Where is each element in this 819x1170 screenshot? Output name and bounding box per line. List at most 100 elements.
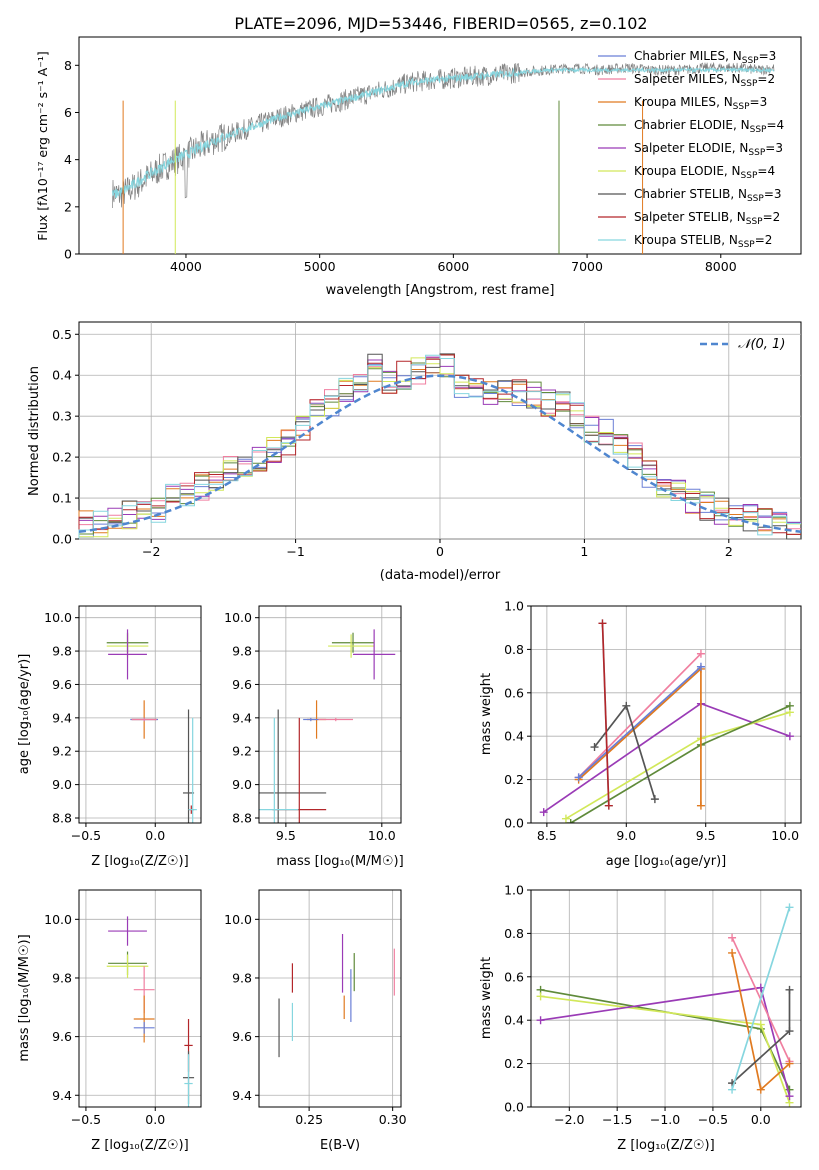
weight-marker	[536, 1016, 545, 1025]
y-tick-label: 10.0	[224, 912, 252, 927]
weight-vs-Z-ylabel: mass weight	[479, 957, 494, 1039]
age-vs-Z-ylabel: age [log₁₀(age/yr)]	[17, 654, 32, 775]
y-tick-label: 9.4	[52, 1088, 72, 1103]
weight-marker	[561, 814, 570, 823]
x-tick-label: 5000	[304, 259, 336, 274]
residual-legend: 𝒩(0, 1)	[700, 337, 785, 352]
weight-vs-Z-xlabel: Z [log₁₀(Z/Z☉)]	[617, 1138, 714, 1153]
weight-marker	[590, 743, 599, 752]
y-tick-label: 9.6	[52, 1029, 72, 1044]
weight-vs-age-xlabel: age [log₁₀(age/yr)]	[606, 854, 727, 869]
weight-marker	[785, 701, 794, 710]
weight-marker	[574, 773, 583, 782]
residual-xlabel: (data-model)/error	[380, 568, 501, 583]
legend-entry-label: Chabrier MILES	[634, 49, 725, 63]
y-tick-label: 6	[64, 105, 72, 120]
y-tick-label: 0.6	[504, 969, 524, 984]
y-tick-label: 0.3	[52, 409, 72, 424]
x-tick-label: 2	[725, 544, 733, 559]
legend-entry-nssp-sub: SSP	[742, 56, 759, 66]
y-tick-label: 0	[64, 247, 72, 262]
normal-curve	[78, 374, 802, 534]
age-vs-mass-xlabel: mass [log₁₀(M/M☉)]	[276, 854, 403, 869]
y-tick-label: 9.8	[52, 970, 72, 985]
x-tick-label: 0.0	[751, 1112, 771, 1127]
mass-vs-ebv-marks	[278, 933, 395, 1058]
legend-entry-nssp-sub: SSP	[738, 240, 755, 250]
legend-entry-nssp-prefix: , N	[730, 187, 747, 201]
weight-vs-Z-marks	[536, 903, 794, 1107]
x-tick-label: 9.5	[276, 828, 296, 843]
y-tick-label: 0.1	[52, 491, 72, 506]
figure-title: PLATE=2096, MJD=53446, FIBERID=0565, z=0…	[234, 14, 647, 33]
weight-marker	[696, 662, 705, 671]
y-tick-label: 1.0	[504, 883, 524, 898]
weight-line	[577, 653, 702, 778]
x-tick-label: 0.0	[145, 828, 165, 843]
model-spectrum-line	[111, 66, 775, 198]
x-tick-label: −2	[142, 544, 160, 559]
y-tick-label: 0.0	[504, 1100, 524, 1115]
y-tick-label: 9.0	[232, 777, 252, 792]
legend-entry-nssp-prefix: , N	[721, 233, 738, 247]
mass-vs-Z-ylabel: mass [log₁₀(M/M☉)]	[17, 934, 32, 1061]
mass-vs-Z-axes-frame	[78, 889, 202, 1108]
legend-entry-nssp-sub: SSP	[741, 79, 758, 89]
y-tick-label: 8	[64, 58, 72, 73]
legend-entry-nssp-sub: SSP	[733, 102, 750, 112]
legend-entry-nssp-value: =4	[757, 164, 775, 178]
x-tick-label: 6000	[437, 259, 469, 274]
legend-entry-nssp-value: =2	[763, 210, 781, 224]
y-tick-label: 0.6	[504, 685, 524, 700]
weight-vs-age-axes-frame	[530, 605, 802, 824]
legend-entry: Salpeter MILES, NSSP=2	[634, 72, 775, 89]
legend-entry-label: Kroupa MILES	[634, 95, 716, 109]
y-tick-label: 0.2	[504, 1056, 524, 1071]
y-tick-label: 4	[64, 152, 72, 167]
legend-entry: Chabrier STELIB, NSSP=3	[634, 187, 782, 204]
weight-marker	[566, 819, 575, 823]
weight-marker	[536, 992, 545, 1001]
x-tick-label: −1.5	[602, 1112, 632, 1127]
legend-entry-nssp-value: =2	[755, 233, 773, 247]
x-tick-label: 8.5	[537, 828, 557, 843]
weight-marker	[650, 795, 659, 804]
y-tick-label: 0.4	[504, 1013, 524, 1028]
residual-ticks: −2 −1 0 1 2 0.0 0.1 0.2 0.3 0.4 0.5	[52, 327, 733, 559]
y-tick-label: 1.0	[504, 599, 524, 614]
mass-vs-ebv-xlabel: E(B-V)	[320, 1138, 360, 1153]
x-tick-label: 7000	[571, 259, 603, 274]
age-vs-Z-panel: −0.5 0.0 8.8 9.0 9.2 9.4 9.6 9.8 10.0 Z [log₁₀(Z/…	[17, 605, 202, 869]
legend-entry-nssp-sub: SSP	[741, 171, 758, 181]
y-tick-label: 9.4	[232, 1088, 252, 1103]
y-tick-label: 9.6	[52, 677, 72, 692]
x-tick-label: 10.0	[368, 828, 396, 843]
x-tick-label: 8000	[705, 259, 737, 274]
age-vs-Z-axes-frame	[78, 605, 202, 824]
legend-entry: Kroupa MILES, NSSP=3	[634, 95, 767, 112]
x-tick-label: 10.0	[771, 828, 799, 843]
y-tick-label: 9.2	[232, 744, 252, 759]
x-tick-label: 0.0	[145, 1112, 165, 1127]
weight-marker	[785, 985, 794, 994]
x-tick-label: 0.25	[295, 1112, 323, 1127]
weight-marker	[785, 1027, 794, 1036]
legend-entry: Chabrier ELODIE, NSSP=4	[634, 118, 784, 135]
y-tick-label: 0.8	[504, 642, 524, 657]
spectrum-ylabel: Flux [fλ10⁻¹⁷ erg cm⁻² s⁻¹ A⁻¹]	[35, 51, 50, 240]
x-tick-label: 4000	[170, 259, 202, 274]
legend-entry-nssp-prefix: , N	[733, 118, 750, 132]
spectrum-lines	[111, 62, 775, 254]
legend-entry-nssp-sub: SSP	[746, 217, 763, 227]
x-tick-label: −2.0	[554, 1112, 584, 1127]
x-tick-label: −1.0	[650, 1112, 680, 1127]
legend-entry-nssp-value: =4	[766, 118, 784, 132]
weight-line	[601, 623, 610, 806]
mass-vs-Z-marks	[106, 916, 195, 1107]
legend-entry-nssp-value: =3	[765, 141, 783, 155]
weight-vs-age-ylabel: mass weight	[479, 673, 494, 755]
x-tick-label: −0.5	[71, 828, 101, 843]
age-vs-Z-marks	[106, 629, 197, 823]
age-vs-mass-axes-frame	[258, 605, 402, 824]
